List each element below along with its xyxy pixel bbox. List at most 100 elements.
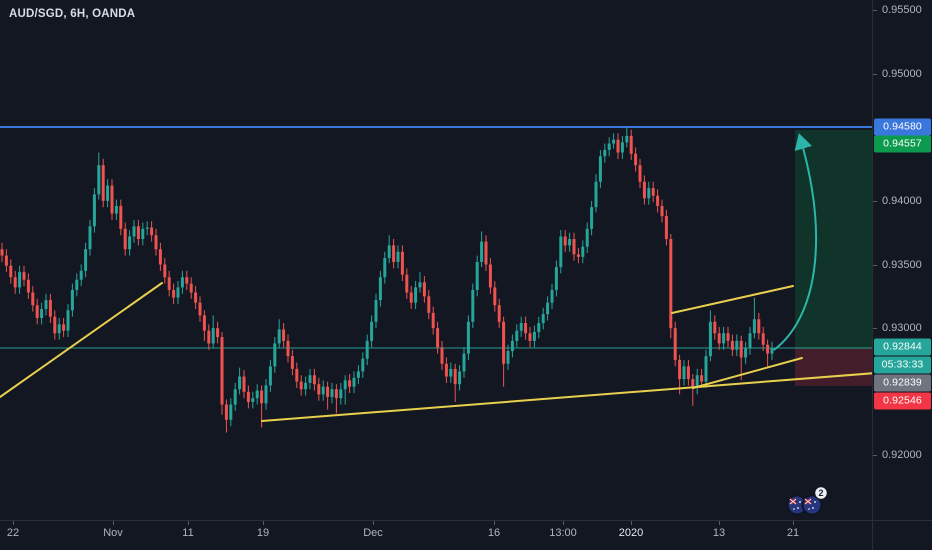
candle-body [700,375,704,382]
candle-body [31,292,35,306]
trendline[interactable] [692,357,803,389]
candle-body [510,340,514,352]
candle-body [537,323,541,332]
long-position-stop-zone[interactable] [795,348,872,386]
candle-body [75,279,79,290]
candle-body [682,366,686,380]
price-chart[interactable] [0,0,872,520]
bar-countdown-label: 05:33:33 [874,356,931,374]
candle-body [224,404,228,420]
candle-body [66,310,70,331]
candle-body [176,287,180,298]
candle-body [713,321,717,334]
candle-body [9,265,13,278]
projection-arrow[interactable] [773,133,818,351]
candle-body [339,389,343,399]
candle-body [506,351,510,364]
candle-body [722,333,726,344]
candle-body [18,272,22,288]
candle-body [449,368,453,377]
candle-body [563,236,567,246]
candle-body [220,337,224,405]
candle-body [546,302,550,315]
candle-body [13,277,17,288]
time-tick-label: 22 [6,527,20,539]
price-tick-label: 0.94000 [882,195,922,207]
candle-body [730,340,734,350]
candle-body [321,386,325,395]
price-scale-border [872,0,873,550]
candle-body [268,366,272,386]
price-tick-mark [873,455,877,456]
candle-body [330,389,334,397]
candle-body [739,340,743,358]
price-tick-label: 0.95000 [882,68,922,80]
candle-body [550,289,554,303]
candle-body [598,156,602,182]
candle-body [656,195,660,206]
candle-body [128,236,132,250]
candle-body [559,236,563,268]
candle-body [414,287,418,303]
price-scale[interactable]: 0.94580 0.94557 0.92844 05:33:33 0.92839… [873,0,932,520]
candle-body [541,314,545,324]
time-tick-mark [631,521,632,525]
candle-body [145,227,149,229]
time-tick-label: 16 [487,527,501,539]
candle-body [585,228,589,247]
currency-pair-flags-icon[interactable]: 2 [782,484,832,523]
candle-body [48,300,52,317]
candle-body [532,331,536,341]
candle-body [695,375,699,388]
candle-body [735,340,739,350]
time-tick-mark [13,521,14,525]
candle-body [488,264,492,288]
candle-body [405,274,409,293]
candle-body [141,228,145,240]
candle-body [194,292,198,303]
candle-body [26,279,30,293]
candle-body [515,330,519,341]
candle-body [431,312,435,329]
candle-body [497,305,501,322]
price-tick-mark [873,10,877,11]
candle-body [308,375,312,383]
candle-body [299,381,303,390]
candle-body [238,376,242,390]
chart-pane[interactable] [0,0,872,520]
candle-body [642,181,646,199]
symbol-legend[interactable]: AUD/SGD, 6H, OANDA [9,8,136,20]
time-scale[interactable]: 22 Nov 11 19 Dec 16 13:00 2020 13 21 [0,521,872,550]
candle-body [370,321,374,341]
time-tick-label: 19 [256,527,270,539]
candle-body [493,287,497,306]
candle-body [744,348,748,358]
candle-body [462,353,466,372]
trendline[interactable] [671,285,794,314]
candle-body [0,249,4,256]
candle-body [150,227,154,236]
time-tick-label: Nov [103,527,123,539]
candle-body [524,323,528,334]
candle-body [691,379,695,388]
badge-count: 2 [818,488,823,498]
ideas-count-badge[interactable]: 2 [813,485,829,501]
candle-body [343,380,347,390]
trendline[interactable] [0,282,163,398]
candle-body [664,216,668,240]
candle-body [35,305,39,318]
candle-body [233,389,237,405]
candle-body [678,359,682,380]
candle-body [528,333,532,341]
trendline[interactable] [261,372,872,422]
candle-body [673,328,677,360]
candles [0,127,774,433]
candle-body [352,377,356,387]
time-tick-label: 21 [786,527,800,539]
time-tick-mark [719,521,720,525]
time-tick-label: Dec [363,527,383,539]
candle-body [669,239,673,329]
price-label-target: 0.94557 [874,135,931,153]
price-tick-label: 0.92000 [882,449,922,461]
